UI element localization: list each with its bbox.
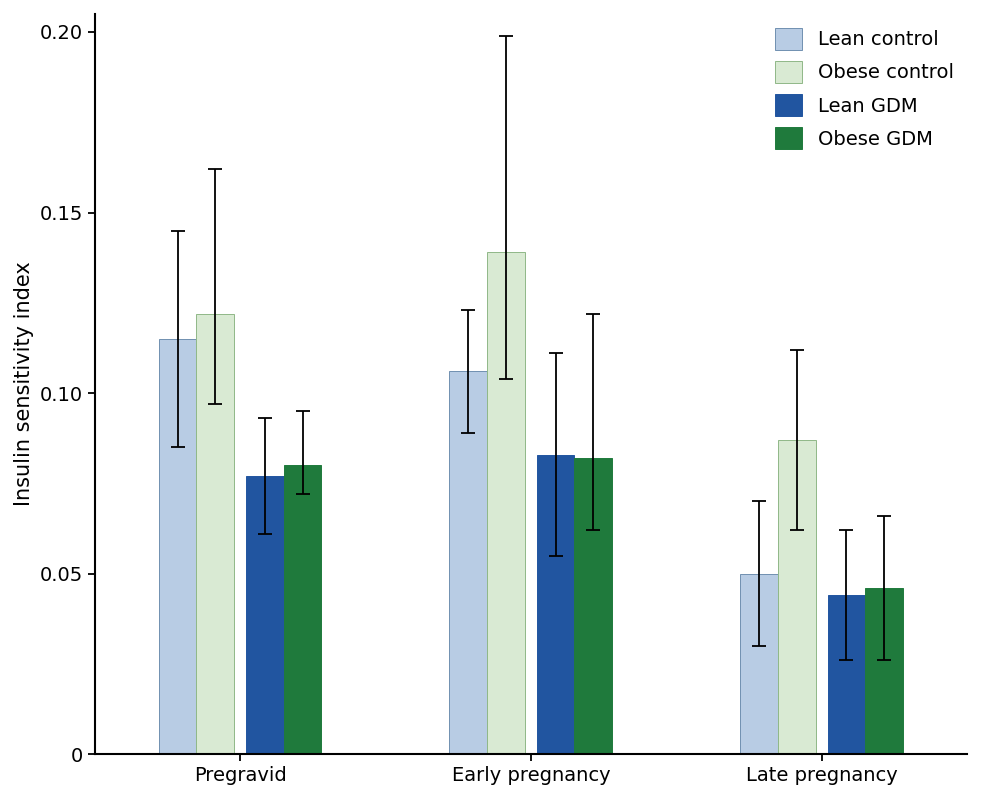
Bar — [246, 476, 284, 754]
Bar — [865, 588, 904, 754]
Bar — [828, 595, 865, 754]
Bar — [741, 574, 778, 754]
Bar — [159, 339, 196, 754]
Bar — [196, 314, 234, 754]
Bar — [537, 455, 575, 754]
Legend: Lean control, Obese control, Lean GDM, Obese GDM: Lean control, Obese control, Lean GDM, O… — [767, 20, 961, 157]
Y-axis label: Insulin sensitivity index: Insulin sensitivity index — [14, 262, 34, 507]
Bar — [284, 465, 322, 754]
Bar — [575, 458, 612, 754]
Bar — [449, 372, 488, 754]
Bar — [488, 252, 525, 754]
Bar — [778, 440, 816, 754]
